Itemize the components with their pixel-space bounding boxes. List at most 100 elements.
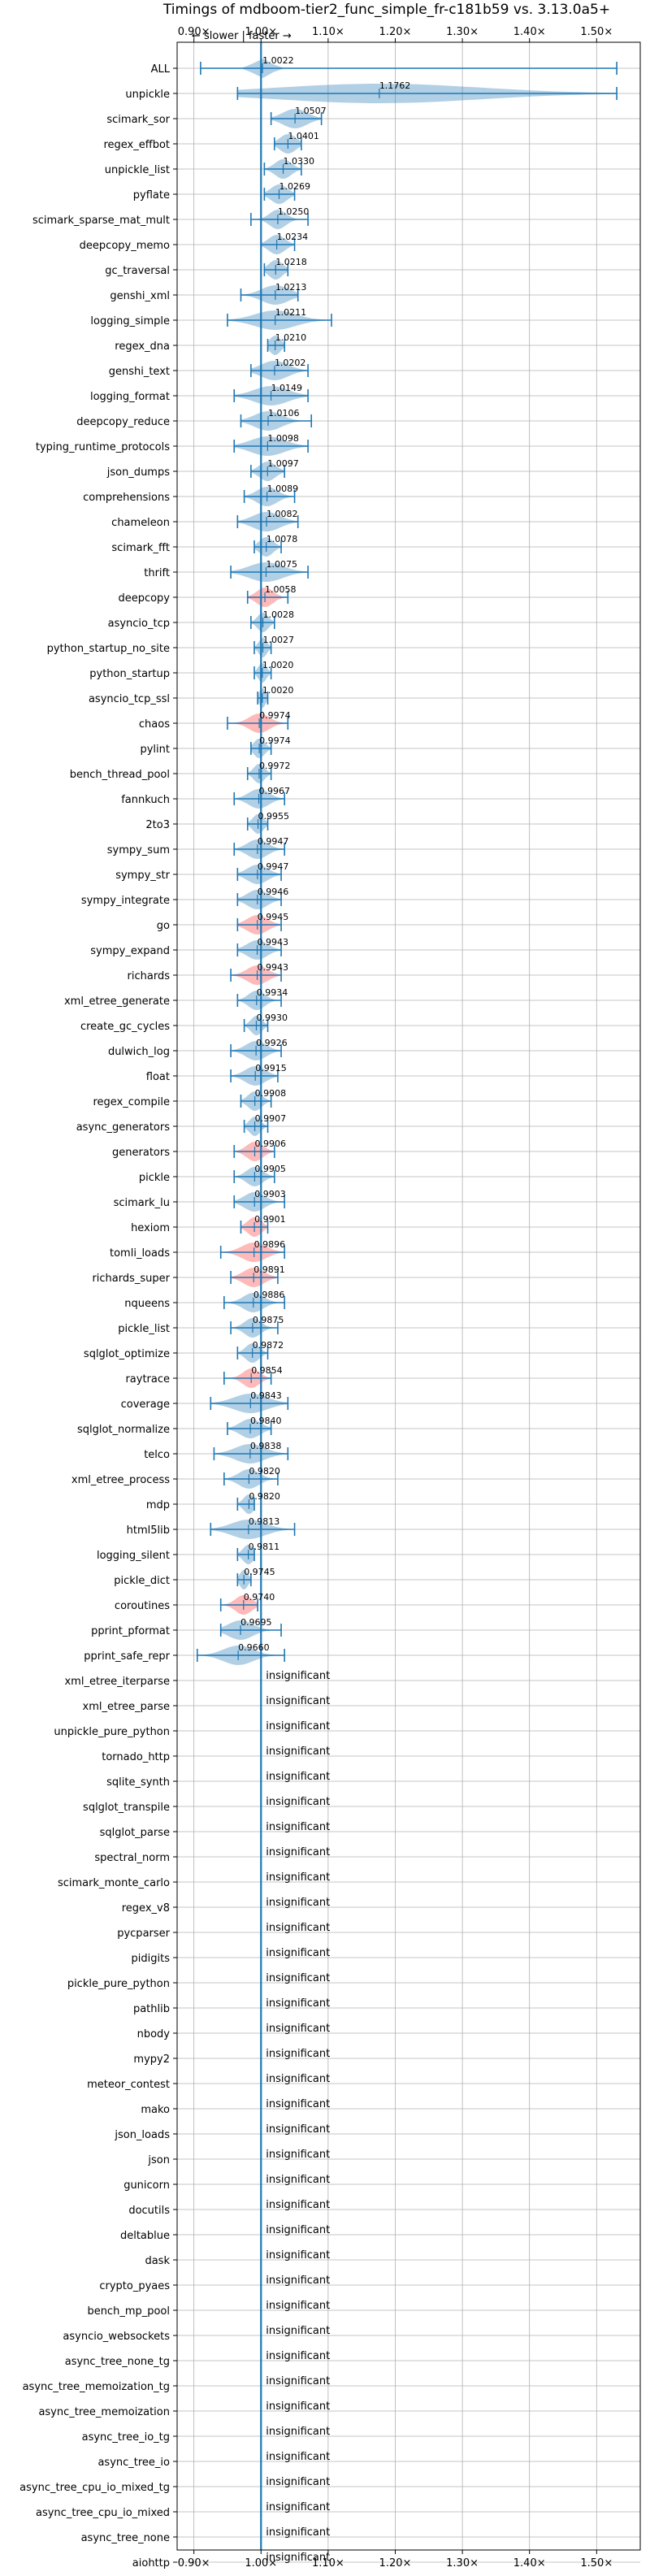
value-label: 1.0089 (267, 484, 299, 494)
insignificant-label: insignificant (266, 2275, 330, 2287)
benchmark-label: deepcopy_memo (80, 240, 170, 252)
benchmark-label: scimark_fft (111, 542, 170, 554)
value-label: 1.0330 (284, 156, 315, 167)
value-label: 0.9934 (257, 987, 288, 998)
benchmark-label: gunicorn (124, 2179, 170, 2192)
insignificant-label: insignificant (266, 1720, 330, 1733)
benchmark-label: async_tree_none_tg (65, 2356, 170, 2368)
benchmark-label: json_loads (114, 2129, 170, 2141)
benchmark-label: coverage (121, 1399, 170, 1411)
value-label: 0.9907 (255, 1113, 287, 1124)
insignificant-label: insignificant (266, 2325, 330, 2337)
value-label: 1.0058 (265, 584, 297, 595)
value-label: 0.9740 (244, 1592, 275, 1602)
benchmark-label: scimark_lu (114, 1197, 170, 1209)
x-tick-label-bottom: 1.30× (446, 2557, 479, 2569)
benchmark-label: async_tree_cpu_io_mixed_tg (20, 2482, 170, 2494)
value-label: 0.9901 (254, 1214, 286, 1225)
benchmark-label: float (146, 1071, 170, 1083)
value-label: 1.0098 (267, 433, 299, 444)
benchmark-label: logging_silent (97, 1550, 170, 1562)
benchmark-label: mypy2 (133, 2053, 170, 2066)
value-label: 0.9947 (258, 836, 289, 847)
value-label: 1.0097 (267, 458, 299, 469)
value-label: 0.9840 (250, 1416, 282, 1426)
insignificant-label: insignificant (266, 1771, 330, 1783)
benchmark-label: nqueens (124, 1298, 170, 1310)
insignificant-label: insignificant (266, 2375, 330, 2387)
benchmark-label: logging_format (90, 391, 170, 403)
x-tick-label-bottom: 1.50× (580, 2557, 613, 2569)
benchmark-label: docutils (128, 2205, 170, 2217)
benchmark-label: pickle_pure_python (67, 1978, 170, 1990)
value-label: 1.0401 (288, 131, 319, 141)
benchmark-label: pylint (140, 744, 170, 756)
value-label: 1.0149 (271, 383, 303, 393)
insignificant-label: insignificant (266, 2526, 330, 2539)
benchmark-label: scimark_monte_carlo (58, 1877, 170, 1889)
value-label: 0.9905 (254, 1164, 286, 1174)
value-label: 0.9660 (238, 1642, 270, 1653)
benchmark-label: scimark_sor (106, 114, 170, 126)
benchmark-label: pathlib (133, 2003, 170, 2015)
value-label: 0.9967 (259, 786, 291, 796)
benchmark-label: deepcopy_reduce (76, 416, 170, 428)
insignificant-label: insignificant (266, 2552, 330, 2564)
x-tick-label-top: 0.90× (178, 26, 210, 38)
insignificant-label: insignificant (266, 1670, 330, 1682)
insignificant-label: insignificant (266, 1871, 330, 1884)
benchmark-label: async_tree_cpu_io_mixed (36, 2507, 170, 2519)
benchmark-label: pickle (139, 1172, 170, 1184)
benchmark-label: chameleon (111, 517, 170, 529)
benchmark-label: sqlglot_normalize (77, 1424, 170, 1436)
insignificant-label: insignificant (266, 1821, 330, 1833)
benchmark-label: pyflate (133, 189, 170, 202)
benchmark-label: deltablue (120, 2230, 170, 2242)
value-label: 0.9854 (251, 1365, 283, 1376)
axis-layer: 0.90× 0.90× 1.00× 1.00× 1.10× 1.10× 1.20× 1.20×… (20, 26, 613, 2569)
benchmark-label: asyncio_tcp_ssl (89, 693, 170, 705)
value-label: 1.0020 (262, 685, 294, 696)
benchmark-label: async_tree_io (98, 2457, 170, 2469)
value-label: 0.9943 (258, 937, 289, 948)
value-label: 0.9906 (254, 1138, 286, 1149)
insignificant-label: insignificant (266, 1695, 330, 1707)
x-tick-label-bottom: 1.10× (312, 2557, 344, 2569)
x-tick-label-top: 1.40× (514, 26, 546, 38)
value-label: 0.9891 (254, 1264, 285, 1275)
benchmark-label: pidigits (132, 1953, 171, 1965)
benchmark-label: sympy_expand (90, 945, 170, 957)
insignificant-label: insignificant (266, 2501, 330, 2513)
value-label: 0.9946 (258, 887, 289, 897)
insignificant-label: insignificant (266, 2023, 330, 2035)
x-tick-label-bottom: 1.20× (379, 2557, 412, 2569)
value-label: 1.0218 (275, 257, 307, 267)
value-label: 1.0027 (262, 635, 294, 645)
x-tick-label-top: 1.00× (245, 26, 277, 38)
value-label: 0.9903 (254, 1189, 286, 1199)
value-label: 1.0075 (266, 559, 297, 570)
value-label: 0.9974 (259, 710, 291, 721)
benchmark-label: sympy_integrate (81, 895, 170, 907)
x-tick-label-top: 1.30× (446, 26, 479, 38)
insignificant-label: insignificant (266, 1746, 330, 1758)
benchmark-label: bench_thread_pool (70, 769, 170, 781)
direction-hint: ← slower | faster → (192, 30, 292, 42)
insignificant-label: insignificant (266, 1947, 330, 1959)
insignificant-label: insignificant (266, 2300, 330, 2312)
insignificant-label: insignificant (266, 2149, 330, 2161)
value-label: 0.9896 (254, 1239, 286, 1250)
benchmark-label: json (147, 2154, 170, 2166)
benchmark-label: genshi_xml (110, 290, 170, 302)
insignificant-label: insignificant (266, 2249, 330, 2262)
insignificant-label: insignificant (266, 2048, 330, 2060)
value-label: 0.9886 (254, 1290, 285, 1300)
insignificant-label: insignificant (266, 2224, 330, 2236)
benchmark-label: nbody (137, 2028, 171, 2040)
benchmark-label: comprehensions (83, 492, 170, 504)
insignificant-label: insignificant (266, 2174, 330, 2186)
value-label: 0.9908 (255, 1088, 287, 1099)
benchmark-label: go (157, 920, 170, 932)
benchmark-label: dulwich_log (108, 1046, 170, 1058)
